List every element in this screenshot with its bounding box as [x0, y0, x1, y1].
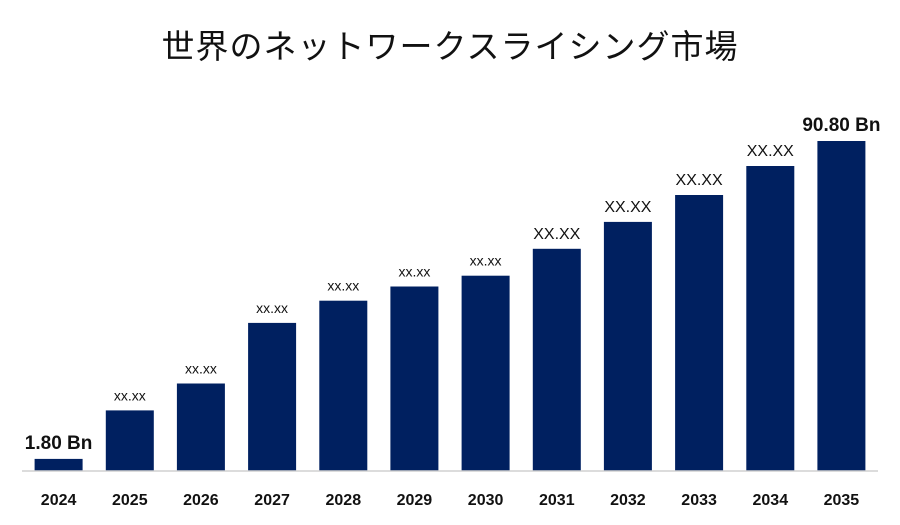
data-label-2025: xx.xx	[114, 387, 146, 403]
x-tick-labels-group: 2024 2025 2026 2027 2028 2029 2030 2031 2032 2033…	[41, 492, 859, 509]
bar-2029	[390, 286, 439, 471]
x-tick-2025: 2025	[112, 492, 148, 509]
data-label-2034: XX.XX	[747, 143, 794, 160]
x-tick-2031: 2031	[539, 492, 575, 509]
data-label-2030: xx.xx	[470, 253, 502, 269]
bar-2026	[176, 383, 225, 471]
data-labels-group: 1.80 Bn xx.xx xx.xx xx.xx xx.xx xx.xx xx.xx XX.…	[25, 115, 881, 454]
x-tick-2034: 2034	[753, 492, 789, 509]
bar-2032	[603, 221, 652, 471]
bar-2031	[532, 248, 581, 471]
chart-title: 世界のネットワークスライシング市場	[161, 27, 739, 66]
x-tick-2024: 2024	[41, 492, 77, 509]
data-label-2024: 1.80 Bn	[25, 433, 93, 454]
bar-2025	[105, 410, 154, 471]
bars-group	[34, 141, 866, 471]
data-label-2028: xx.xx	[327, 278, 359, 294]
x-tick-2032: 2032	[610, 492, 646, 509]
data-label-2027: xx.xx	[256, 300, 288, 316]
bar-2034	[746, 166, 795, 471]
x-tick-2030: 2030	[468, 492, 504, 509]
bar-2033	[675, 195, 724, 471]
bar-2035	[817, 141, 866, 471]
bar-2030	[461, 275, 510, 471]
x-tick-2028: 2028	[326, 492, 362, 509]
x-tick-2026: 2026	[183, 492, 219, 509]
x-tick-2027: 2027	[254, 492, 290, 509]
data-label-2029: xx.xx	[398, 264, 430, 280]
bar-2024	[34, 458, 83, 471]
data-label-2032: XX.XX	[604, 199, 651, 216]
data-label-2031: XX.XX	[533, 226, 580, 243]
x-tick-2033: 2033	[681, 492, 717, 509]
bar-2028	[319, 300, 368, 471]
x-tick-2029: 2029	[397, 492, 433, 509]
x-tick-2035: 2035	[824, 492, 860, 509]
data-label-2026: xx.xx	[185, 361, 217, 377]
data-label-2033: XX.XX	[676, 172, 723, 189]
data-label-2035: 90.80 Bn	[802, 115, 880, 136]
bar-2027	[248, 322, 297, 471]
